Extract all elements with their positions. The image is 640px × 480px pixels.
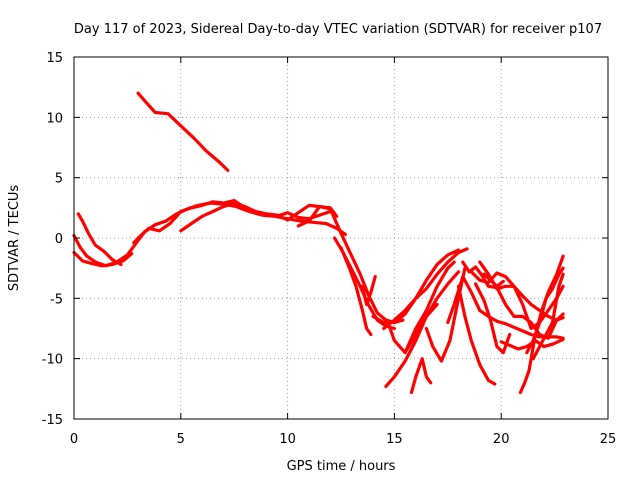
x-axis-label: GPS time / hours — [287, 459, 396, 474]
y-tick-label: -5 — [50, 292, 63, 307]
series-line-s29 — [531, 272, 565, 361]
series-line-s13 — [382, 247, 469, 331]
series-line-s23 — [474, 282, 512, 355]
series-line-s10 — [339, 246, 373, 337]
y-tick-label: 0 — [55, 232, 63, 247]
x-tick-label: 5 — [177, 432, 185, 447]
x-tick-label: 10 — [279, 432, 296, 447]
series-line-s16 — [403, 260, 456, 355]
series-line-s28 — [525, 266, 565, 355]
series-line-s17 — [409, 357, 433, 395]
series-line-s21 — [461, 260, 565, 340]
x-tick-label: 25 — [600, 432, 617, 447]
series-line-s11 — [360, 275, 377, 306]
chart-title: Day 117 of 2023, Sidereal Day-to-day VTE… — [74, 22, 602, 37]
axis-ticks: 0 5 10 15 20 25 -15 -10 -5 0 5 10 15 — [42, 51, 617, 447]
series-line-s5 — [132, 201, 347, 245]
y-tick-label: 10 — [46, 111, 63, 126]
y-tick-label: -15 — [42, 413, 63, 428]
series-line-s6 — [136, 199, 332, 240]
x-tick-label: 0 — [70, 432, 78, 447]
series-line-s8 — [296, 205, 405, 325]
series-line-s2 — [76, 212, 123, 267]
series-line-s22 — [469, 270, 565, 322]
y-tick-label: 15 — [46, 51, 63, 66]
y-tick-label: -10 — [42, 353, 63, 368]
series-group — [72, 91, 565, 395]
series-line-s7 — [179, 201, 339, 233]
x-tick-label: 15 — [386, 432, 403, 447]
series-line-s25 — [482, 272, 505, 288]
y-axis-label: SDTVAR / TECUs — [7, 185, 22, 292]
series-line-s1 — [136, 91, 230, 172]
x-tick-label: 20 — [493, 432, 510, 447]
series-line-s20 — [456, 284, 497, 386]
y-tick-label: 5 — [55, 172, 63, 187]
series-line-s4 — [72, 250, 134, 268]
